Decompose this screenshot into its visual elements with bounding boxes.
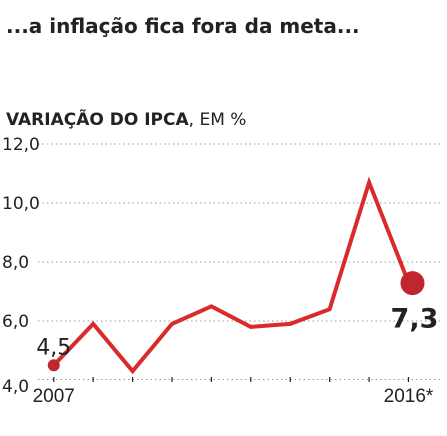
x-tick-label: 2016* [384, 386, 434, 407]
headline: ...a inflação fica fora da meta... [6, 14, 360, 38]
y-tick-label: 12,0 [2, 135, 40, 155]
chart-subtitle: VARIAÇÃO DO IPCA, EM % [6, 110, 246, 130]
start-point-marker [47, 359, 60, 372]
y-tick-label: 6,0 [2, 312, 29, 332]
subtitle-unit: , EM % [188, 110, 247, 130]
end-value-label: 7,3 [391, 304, 439, 335]
x-tick-label: 2007 [33, 386, 75, 407]
start-value-label: 4,5 [36, 335, 71, 360]
end-point-marker [400, 271, 425, 296]
y-tick-label: 10,0 [2, 194, 40, 214]
ipca-series-line [52, 176, 411, 375]
subtitle-main: VARIAÇÃO DO IPCA [6, 110, 189, 130]
y-tick-label: 4,0 [2, 377, 29, 397]
y-tick-label: 8,0 [2, 253, 29, 273]
